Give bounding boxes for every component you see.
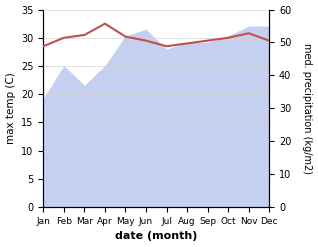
Y-axis label: max temp (C): max temp (C) bbox=[5, 72, 16, 144]
Y-axis label: med. precipitation (kg/m2): med. precipitation (kg/m2) bbox=[302, 43, 313, 174]
X-axis label: date (month): date (month) bbox=[115, 231, 197, 242]
